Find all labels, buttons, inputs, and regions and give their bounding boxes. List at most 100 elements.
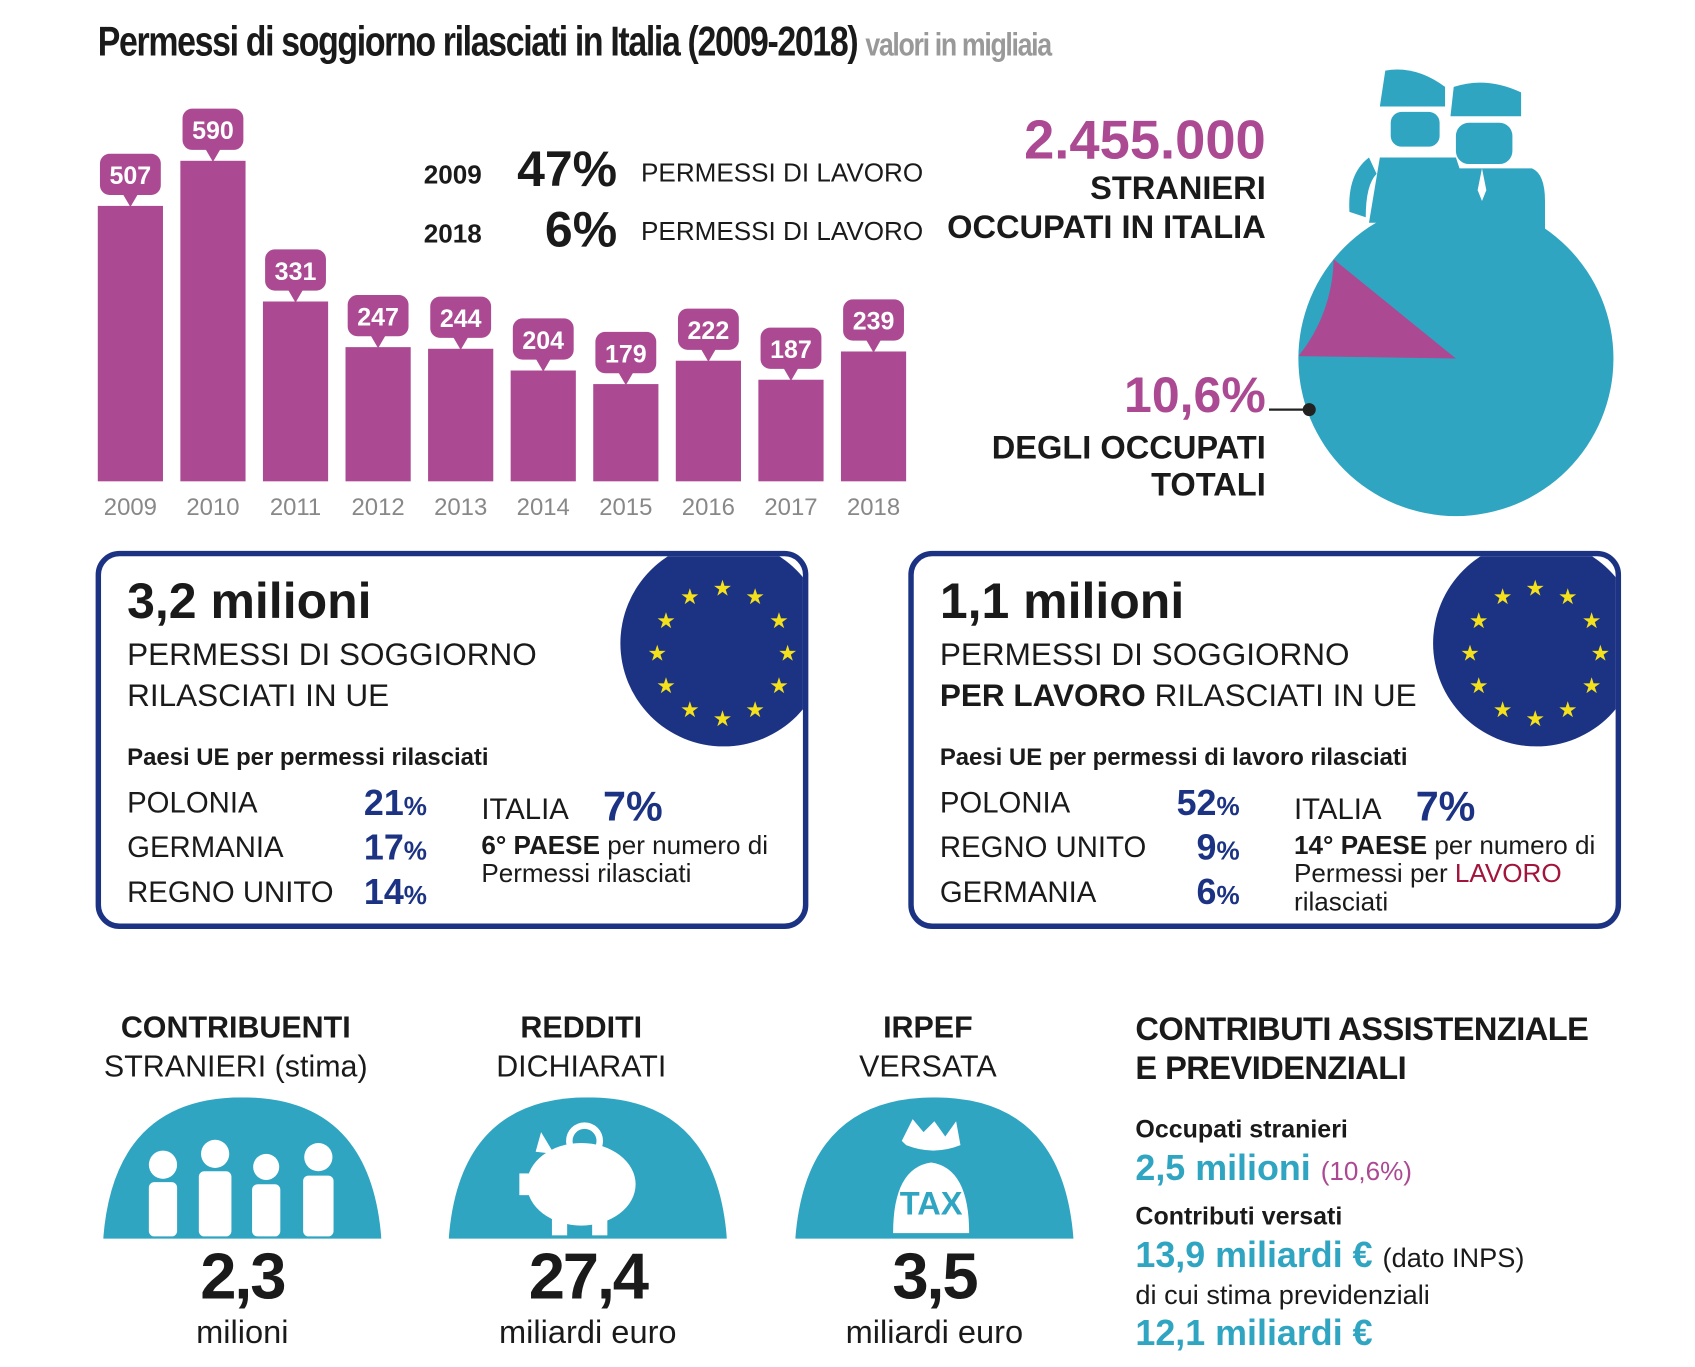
prev-label: di cui stima previdenziali [1135,1279,1430,1311]
bar-2011 [262,301,329,482]
italy-label: ITALIA [481,793,569,826]
star-icon: ★ [1525,707,1545,732]
year-2009: 2009 [423,160,482,191]
star-icon: ★ [745,585,765,610]
pie-slice-share [1298,259,1456,359]
x-tick-label: 2015 [599,494,652,521]
star-icon: ★ [1558,585,1578,610]
data-label-text: 179 [605,340,647,368]
x-tick-label: 2017 [764,494,817,521]
star-icon: ★ [1468,674,1489,699]
country-pct: 14% [363,871,427,912]
data-label-text: 187 [770,336,812,364]
metric-unit: miliardi euro [499,1314,677,1351]
pct-2009: 47% [517,140,618,197]
country-name: REGNO UNITO [127,875,334,909]
prev-value: 12,1 miliardi € [1135,1312,1373,1353]
occ-value: 2,5 milioni (10,6%) [1135,1147,1413,1188]
metric-value: 27,4 [528,1239,649,1313]
star-icon: ★ [680,585,700,610]
bar-2010 [180,160,246,482]
metric-heading: IRPEF VERSATA [859,1010,997,1084]
vers-value: 13,9 miliardi € (dato INPS) [1135,1234,1525,1275]
total-eu-work-label: PERMESSI DI SOGGIORNO PER LAVORO RILASCIA… [939,637,1417,714]
metric-unit: miliardi euro [845,1314,1024,1351]
data-label-2018: 239 [843,299,904,353]
star-icon: ★ [1558,698,1578,723]
year-2018: 2018 [423,219,482,249]
country-name: POLONIA [939,786,1071,820]
metric-unit: milioni [196,1314,289,1351]
data-label-2010: 590 [182,108,244,162]
pie-slice-rest [1298,201,1614,517]
italy-rank: 6° PAESE per numero di Permessi rilasciat… [481,831,769,889]
data-label-2015: 179 [595,331,657,386]
x-tick-label: 2012 [352,494,405,521]
total-eu-label: PERMESSI DI SOGGIORNO RILASCIATI IN UE [127,637,537,714]
employed-value: 2.455.000 [1024,109,1266,171]
employed-label: STRANIERI OCCUPATI IN ITALIA [947,170,1266,246]
share-label: DEGLI OCCUPATI TOTALI [991,430,1266,504]
star-icon: ★ [1581,609,1602,634]
data-label-text: 247 [357,303,399,331]
star-icon: ★ [1581,674,1602,699]
subtitle: valori in migliaia [865,27,1052,64]
share-value: 10,6% [1124,366,1266,423]
data-label-text: 590 [192,117,234,145]
x-tick-label: 2016 [682,494,735,521]
vers-label: Contributi versati [1135,1201,1343,1230]
country-name: REGNO UNITO [939,831,1147,864]
star-icon: ★ [656,674,676,699]
data-label-2016: 222 [677,308,739,362]
star-icon: ★ [1525,576,1545,601]
data-label-text: 507 [110,162,152,190]
star-icon: ★ [1492,585,1513,610]
people-icon [103,1097,382,1239]
data-label-2012: 247 [347,294,409,349]
bar-2009 [97,205,163,482]
star-icon: ★ [1460,642,1480,667]
country-name: POLONIA [127,786,258,820]
x-tick-label: 2011 [270,494,321,521]
eu-permits-box: ★ ★ ★ ★ ★ ★ ★ ★ ★ ★ ★ ★ 3,2 milioni PERMESSI DI SOG… [95,550,809,929]
contrib-title: CONTRIBUTI ASSISTENZIALE E PREVIDENZIALI [1135,1011,1589,1087]
bar-2016 [675,360,741,482]
star-icon: ★ [712,707,733,732]
bar-chart: 507 2009 590 2010 331 2011 247 2012 244 2013 204 20… [97,108,907,521]
star-icon: ★ [769,674,789,699]
italy-pct: 7% [1415,784,1476,831]
italy-pct: 7% [603,784,663,831]
list-title: Paesi UE per permessi di lavoro rilascia… [939,743,1408,771]
data-label-text: 239 [853,308,895,336]
list-title: Paesi UE per permessi rilasciati [127,743,489,771]
country-pct: 17% [363,826,427,868]
star-icon: ★ [1492,698,1513,723]
bar-2014 [510,370,576,482]
bar-2015 [593,384,659,482]
eu-flag-icon: ★ ★ ★ ★ ★ ★ ★ ★ ★ ★ ★ ★ [1433,556,1616,747]
data-label-text: 204 [522,327,564,355]
metric-value: 3,5 [892,1239,978,1313]
country-name: GERMANIA [939,875,1097,909]
total-eu-work: 1,1 milioni [939,572,1185,630]
x-tick-label: 2014 [517,494,570,521]
page-title: Permessi di soggiorno rilasciati in Ital… [97,19,1052,66]
data-label-2011: 331 [265,249,326,303]
country-name: GERMANIA [127,831,284,864]
country-pct: 6% [1196,871,1240,912]
tax-text: TAX [900,1185,963,1222]
bar-2013 [428,348,494,482]
piggy-bank-icon [448,1097,727,1239]
data-label-text: 331 [275,258,317,286]
data-label-2014: 204 [512,318,574,372]
x-tick-label: 2018 [847,494,900,521]
star-icon: ★ [1468,609,1489,634]
star-icon: ★ [647,642,668,667]
star-icon: ★ [1590,642,1611,667]
leader-dot [1302,403,1316,417]
metric-heading: REDDITI DICHIARATI [496,1010,667,1084]
star-icon: ★ [777,642,798,667]
x-tick-label: 2009 [104,494,157,521]
data-label-2009: 507 [99,153,161,207]
italy-rank: 14° PAESE per numero di Permessi per LAVO… [1294,831,1596,918]
